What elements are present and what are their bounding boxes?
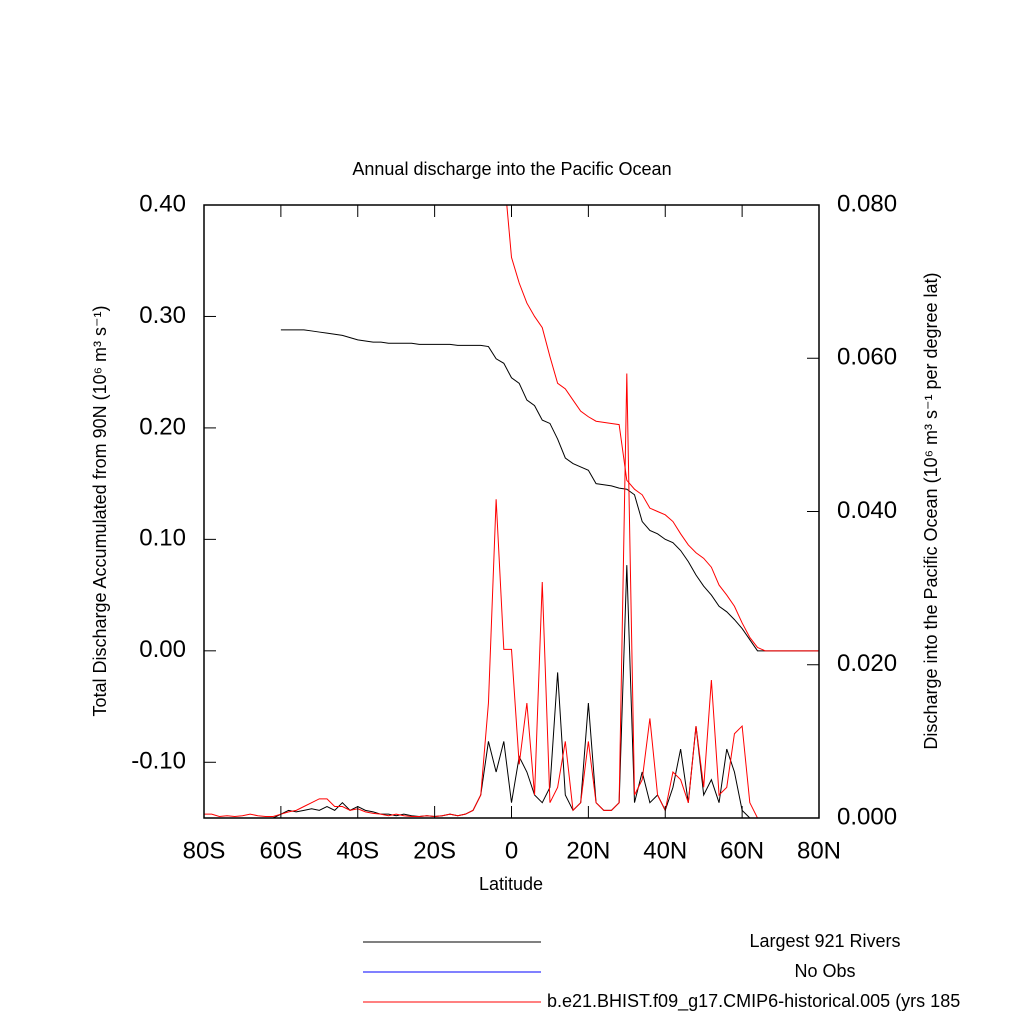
- x-tick-label: 40N: [643, 837, 687, 864]
- y2-tick-label: 0.020: [837, 650, 897, 677]
- y2-axis-label: Discharge into the Pacific Ocean (10⁶ m³…: [921, 272, 941, 749]
- y-tick-label: 0.00: [139, 636, 186, 663]
- x-tick-label: 80S: [183, 837, 226, 864]
- y2-tick-label: 0.080: [837, 190, 897, 217]
- data-line: [280, 329, 819, 652]
- y-tick-label: 0.30: [139, 302, 186, 329]
- x-tick-label: 60S: [260, 837, 303, 864]
- y-axis-label: Total Discharge Accumulated from 90N (10…: [90, 305, 110, 716]
- data-line: [506, 205, 819, 652]
- x-tick-label: 80N: [797, 837, 841, 864]
- y-tick-label: 0.40: [139, 190, 186, 217]
- legend-label: b.e21.BHIST.f09_g17.CMIP6-historical.005…: [547, 991, 960, 1012]
- legend-label: No Obs: [794, 961, 855, 981]
- y-tick-label: 0.10: [139, 525, 186, 552]
- data-line: [204, 373, 819, 818]
- y2-tick-label: 0.000: [837, 803, 897, 830]
- y2-tick-label: 0.060: [837, 344, 897, 371]
- x-tick-label: 40S: [336, 837, 379, 864]
- x-tick-label: 60N: [720, 837, 764, 864]
- x-tick-label: 20N: [566, 837, 610, 864]
- chart-title: Annual discharge into the Pacific Ocean: [352, 159, 671, 179]
- legend-label: Largest 921 Rivers: [749, 931, 900, 951]
- y-tick-label: 0.20: [139, 413, 186, 440]
- y2-tick-label: 0.040: [837, 497, 897, 524]
- x-axis-label: Latitude: [479, 874, 543, 894]
- data-line: [204, 565, 819, 818]
- plot-area: [204, 205, 819, 818]
- plot-frame: [203, 204, 820, 819]
- x-tick-label: 20S: [413, 837, 456, 864]
- x-tick-label: 0: [505, 837, 518, 864]
- y-tick-label: -0.10: [131, 748, 186, 775]
